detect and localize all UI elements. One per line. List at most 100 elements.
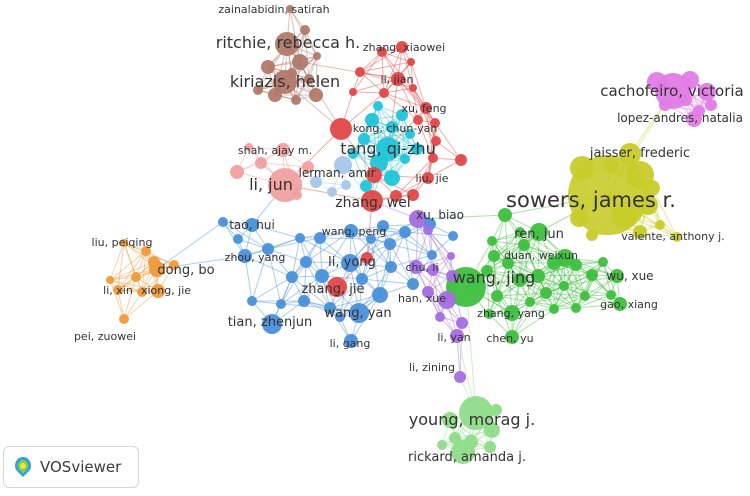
network-node[interactable] xyxy=(455,154,467,166)
author-node[interactable] xyxy=(120,239,128,247)
author-node[interactable] xyxy=(672,232,682,242)
author-label[interactable]: zainalabidin, satirah xyxy=(218,3,329,16)
network-node[interactable] xyxy=(304,74,314,84)
author-node[interactable] xyxy=(344,224,358,238)
network-node[interactable] xyxy=(570,156,594,180)
network-node[interactable] xyxy=(448,231,458,241)
network-node[interactable] xyxy=(366,234,376,244)
author-node[interactable] xyxy=(530,223,548,241)
network-node[interactable] xyxy=(355,67,365,77)
author-label[interactable]: kiriazis, helen xyxy=(230,72,340,91)
network-node[interactable] xyxy=(488,250,500,262)
author-label[interactable]: wang, yan xyxy=(324,306,391,321)
network-node[interactable] xyxy=(525,297,535,307)
network-node[interactable] xyxy=(442,412,458,428)
network-node[interactable] xyxy=(606,290,616,300)
network-node[interactable] xyxy=(169,260,179,270)
network-node[interactable] xyxy=(559,281,569,291)
author-node[interactable] xyxy=(459,396,493,430)
author-label[interactable]: ren, jun xyxy=(514,227,564,242)
network-node[interactable] xyxy=(385,261,397,273)
network-node[interactable] xyxy=(422,286,434,298)
network-node[interactable] xyxy=(570,209,588,227)
author-label[interactable]: liu, peiqing xyxy=(92,236,153,249)
network-node[interactable] xyxy=(638,195,658,215)
network-node[interactable] xyxy=(693,105,705,117)
network-node[interactable] xyxy=(612,202,638,228)
author-label[interactable]: wang, jing xyxy=(453,268,536,287)
network-node[interactable] xyxy=(365,113,379,127)
network-node[interactable] xyxy=(384,170,400,186)
author-label[interactable]: cachofeiro, victoria xyxy=(600,82,743,100)
network-node[interactable] xyxy=(603,158,619,174)
network-node[interactable] xyxy=(309,88,323,102)
network-node[interactable] xyxy=(358,133,370,145)
network-node[interactable] xyxy=(292,54,308,70)
network-node[interactable] xyxy=(681,71,699,89)
author-node[interactable] xyxy=(619,143,641,165)
network-node[interactable] xyxy=(314,232,326,244)
network-node[interactable] xyxy=(423,225,433,235)
author-label[interactable]: han, xue xyxy=(398,292,446,305)
network-node[interactable] xyxy=(315,269,329,283)
network-node[interactable] xyxy=(292,190,302,200)
network-node[interactable] xyxy=(633,225,647,239)
network-node[interactable] xyxy=(356,273,368,285)
author-label[interactable]: ritchie, rebecca h. xyxy=(216,33,360,52)
author-label[interactable]: pei, zuowei xyxy=(74,330,136,343)
author-label[interactable]: li, jian xyxy=(381,73,414,86)
network-node[interactable] xyxy=(390,190,402,202)
network-node[interactable] xyxy=(247,296,257,306)
network-node[interactable] xyxy=(327,187,337,197)
network-node[interactable] xyxy=(276,299,286,309)
network-node[interactable] xyxy=(405,129,415,139)
author-node[interactable] xyxy=(409,260,423,274)
author-node[interactable] xyxy=(286,5,294,13)
network-node[interactable] xyxy=(571,303,581,313)
author-node[interactable] xyxy=(396,41,408,53)
author-label[interactable]: sowers, james r. xyxy=(506,188,676,212)
author-label[interactable]: gao, xiang xyxy=(600,298,658,311)
author-node[interactable] xyxy=(341,254,359,272)
author-node[interactable] xyxy=(361,190,383,212)
author-node[interactable] xyxy=(613,297,627,311)
network-node[interactable] xyxy=(570,259,582,271)
network-node[interactable] xyxy=(298,295,310,307)
author-node[interactable] xyxy=(119,314,129,324)
network-node[interactable] xyxy=(547,256,561,270)
author-node[interactable] xyxy=(409,210,427,228)
network-node[interactable] xyxy=(435,312,445,322)
network-node[interactable] xyxy=(655,220,665,230)
network-node[interactable] xyxy=(586,229,598,241)
author-node[interactable] xyxy=(262,314,282,334)
author-label[interactable]: zhang, yang xyxy=(477,307,545,320)
network-node[interactable] xyxy=(300,256,312,268)
network-node[interactable] xyxy=(379,88,389,98)
author-label[interactable]: tao, hui xyxy=(229,218,275,232)
network-node[interactable] xyxy=(513,273,527,287)
network-node[interactable] xyxy=(484,422,500,438)
author-label[interactable]: wu, xue xyxy=(606,269,653,283)
author-label[interactable]: xu, biao xyxy=(416,208,464,222)
network-node[interactable] xyxy=(456,317,468,329)
network-node[interactable] xyxy=(411,143,423,155)
network-node[interactable] xyxy=(377,47,387,57)
author-label[interactable]: xiong, jie xyxy=(141,284,191,297)
network-node[interactable] xyxy=(407,58,415,66)
author-label[interactable]: tian, zhenjun xyxy=(228,315,313,330)
author-node[interactable] xyxy=(276,143,290,157)
network-node[interactable] xyxy=(518,239,530,251)
network-node[interactable] xyxy=(446,270,458,282)
author-label[interactable]: zhang, xiaowei xyxy=(363,41,445,54)
author-node[interactable] xyxy=(386,121,398,133)
network-node[interactable] xyxy=(377,220,389,232)
author-label[interactable]: zhou, yang xyxy=(225,251,286,264)
author-node[interactable] xyxy=(454,371,466,383)
network-node[interactable] xyxy=(449,432,461,444)
author-label[interactable]: kong, chun-yan xyxy=(353,122,438,135)
network-node[interactable] xyxy=(502,257,514,269)
network-node[interactable] xyxy=(360,180,372,192)
network-node[interactable] xyxy=(218,217,228,227)
author-label[interactable]: lerman, amir xyxy=(298,166,375,180)
